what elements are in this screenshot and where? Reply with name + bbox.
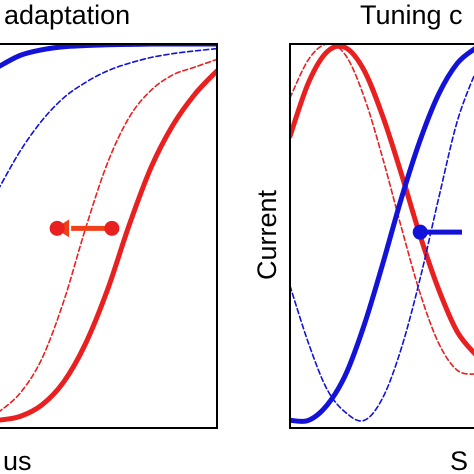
plot-frame: [289, 43, 474, 429]
series-line-blue-solid: [291, 46, 474, 424]
left-panel-title: adaptation: [4, 0, 130, 30]
plot-frame: [0, 43, 218, 429]
series-line-red-dashed: [0, 58, 216, 413]
series-line-blue-solid: [0, 45, 216, 69]
plot-area: [0, 45, 216, 423]
series-line-red-solid: [0, 68, 216, 423]
marker-point: [49, 220, 65, 236]
right-y-axis-label: Current: [252, 189, 282, 280]
left-plot: [0, 43, 218, 429]
marker-point: [104, 220, 120, 236]
plot-area: [291, 45, 474, 424]
series-line-red-solid: [291, 45, 474, 357]
series-line-blue-dashed: [291, 73, 474, 422]
right-panel-title: Tuning c: [360, 0, 463, 30]
marker-point: [412, 224, 428, 240]
series-line-blue-dashed: [0, 47, 216, 188]
left-x-axis-label: us: [3, 446, 32, 474]
right-x-axis-label: S: [450, 446, 468, 474]
right-plot: [289, 43, 474, 429]
series-line-red-dashed: [291, 45, 474, 375]
